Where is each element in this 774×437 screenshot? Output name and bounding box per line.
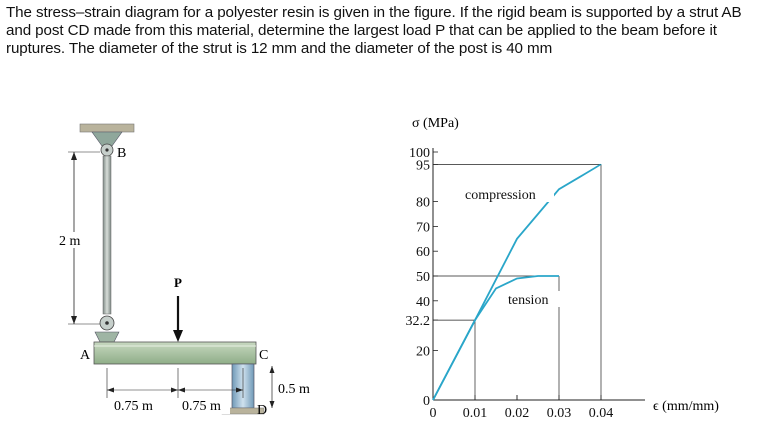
pin-b-center (105, 148, 109, 152)
dim-height-label: 2 m (59, 234, 81, 249)
y-tick-label: 60 (416, 245, 430, 260)
y-tick-label: 95 (416, 158, 430, 173)
problem-statement: The stress–strain diagram for a polyeste… (6, 4, 742, 57)
y-tick-label: 80 (416, 196, 430, 211)
y-tick-label: 50 (416, 270, 430, 285)
stress-strain-chart: σ (MPa) ϵ (mm/mm) 0 20 32.2 40 50 60 70 80 95100… (406, 116, 720, 421)
x-tick-label: 0.02 (505, 406, 530, 421)
y-tick-label: 70 (416, 220, 430, 235)
y-tick-label: 32.2 (406, 314, 431, 329)
y-axis-label: σ (MPa) (412, 116, 459, 131)
series-label-compression-bg (466, 185, 554, 202)
dim-2m-arrow-down (71, 316, 77, 324)
series-label-tension-bg (506, 291, 564, 307)
label-a: A (80, 348, 91, 363)
label-d: D (257, 403, 267, 418)
structure-figure: B 2 m A C P D 0.5 m (58, 123, 318, 418)
top-support (79, 123, 135, 133)
x-tick-label: 0.04 (589, 406, 614, 421)
x-tick-label: 0 (430, 406, 437, 421)
series-label-tension: tension (508, 293, 548, 308)
pin-a-center (105, 321, 109, 325)
y-tick-label: 0 (423, 394, 430, 409)
series-tension (432, 275, 559, 401)
series-compression (432, 163, 602, 401)
load-arrow-head (173, 330, 183, 342)
label-p: P (174, 275, 182, 290)
label-c: C (259, 348, 268, 363)
label-b: B (117, 146, 126, 161)
x-tick-label: 0.01 (463, 406, 488, 421)
y-tick-label: 20 (416, 344, 430, 359)
rigid-beam (93, 341, 257, 365)
dim-span1-label: 0.75 m (114, 399, 153, 414)
top-bracket (91, 131, 123, 147)
y-tick-label: 100 (409, 146, 430, 161)
series-label-compression: compression (465, 188, 536, 203)
strut-ab (102, 155, 112, 315)
x-axis-label: ϵ (mm/mm) (653, 399, 719, 414)
y-tick-label: 40 (416, 295, 430, 310)
x-tick-label: 0.03 (547, 406, 572, 421)
bottom-bracket (94, 331, 120, 343)
dim-2m-arrow-up (71, 152, 77, 160)
dim-span2-label: 0.75 m (182, 399, 221, 414)
dim-post-label: 0.5 m (278, 382, 310, 397)
